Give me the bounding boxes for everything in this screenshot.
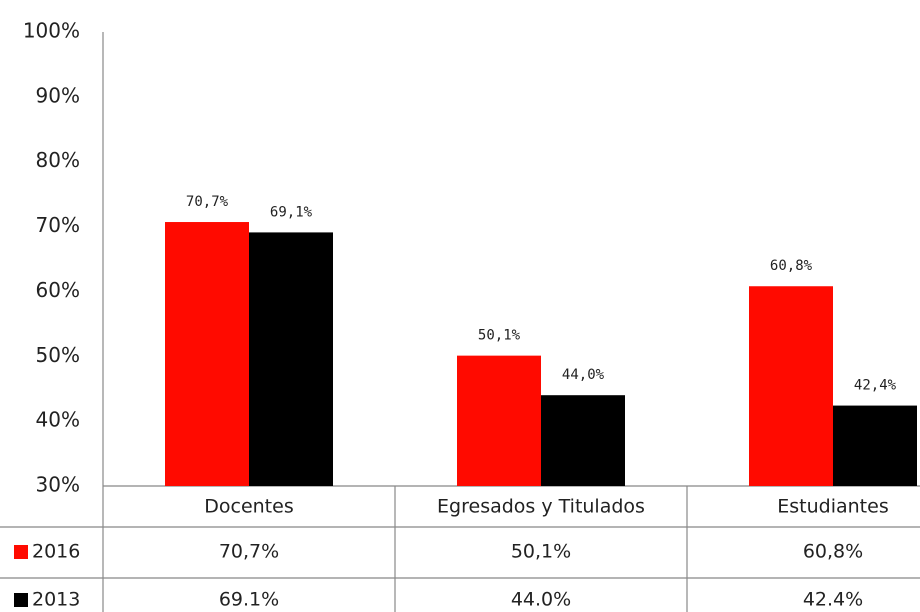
x-tick-label: Docentes [204, 496, 293, 518]
y-tick-label: 30% [36, 473, 80, 497]
bar [457, 355, 541, 486]
legend-label: 2016 [32, 541, 80, 563]
data-label: 70,7% [186, 194, 229, 210]
table-cell: 50,1% [511, 541, 571, 563]
data-label: 60,8% [770, 258, 813, 274]
x-tick-label: Estudiantes [777, 496, 888, 518]
data-label: 42,4% [854, 378, 897, 394]
table-cell: 70,7% [219, 541, 279, 563]
y-tick-label: 40% [36, 408, 80, 432]
table-cell: 60,8% [803, 541, 863, 563]
y-tick-label: 90% [36, 83, 80, 107]
table-cell: 44.0% [511, 589, 571, 611]
y-tick-label: 60% [36, 278, 80, 302]
legend-swatch [14, 593, 28, 607]
legend-label: 2013 [32, 589, 80, 611]
y-tick-label: 70% [36, 213, 80, 237]
bar [541, 395, 625, 486]
data-label: 50,1% [478, 328, 521, 344]
table-cell: 42.4% [803, 589, 863, 611]
bar [833, 405, 917, 486]
bar [249, 232, 333, 486]
bar [749, 286, 833, 486]
y-tick-label: 80% [36, 148, 80, 172]
data-label: 44,0% [562, 367, 605, 383]
y-tick-label: 50% [36, 343, 80, 367]
bar [165, 222, 249, 486]
x-tick-label: Egresados y Titulados [437, 496, 645, 518]
table-cell: 69.1% [219, 589, 279, 611]
legend-swatch [14, 545, 28, 559]
y-tick-label: 100% [23, 19, 80, 43]
data-label: 69,1% [270, 204, 313, 220]
